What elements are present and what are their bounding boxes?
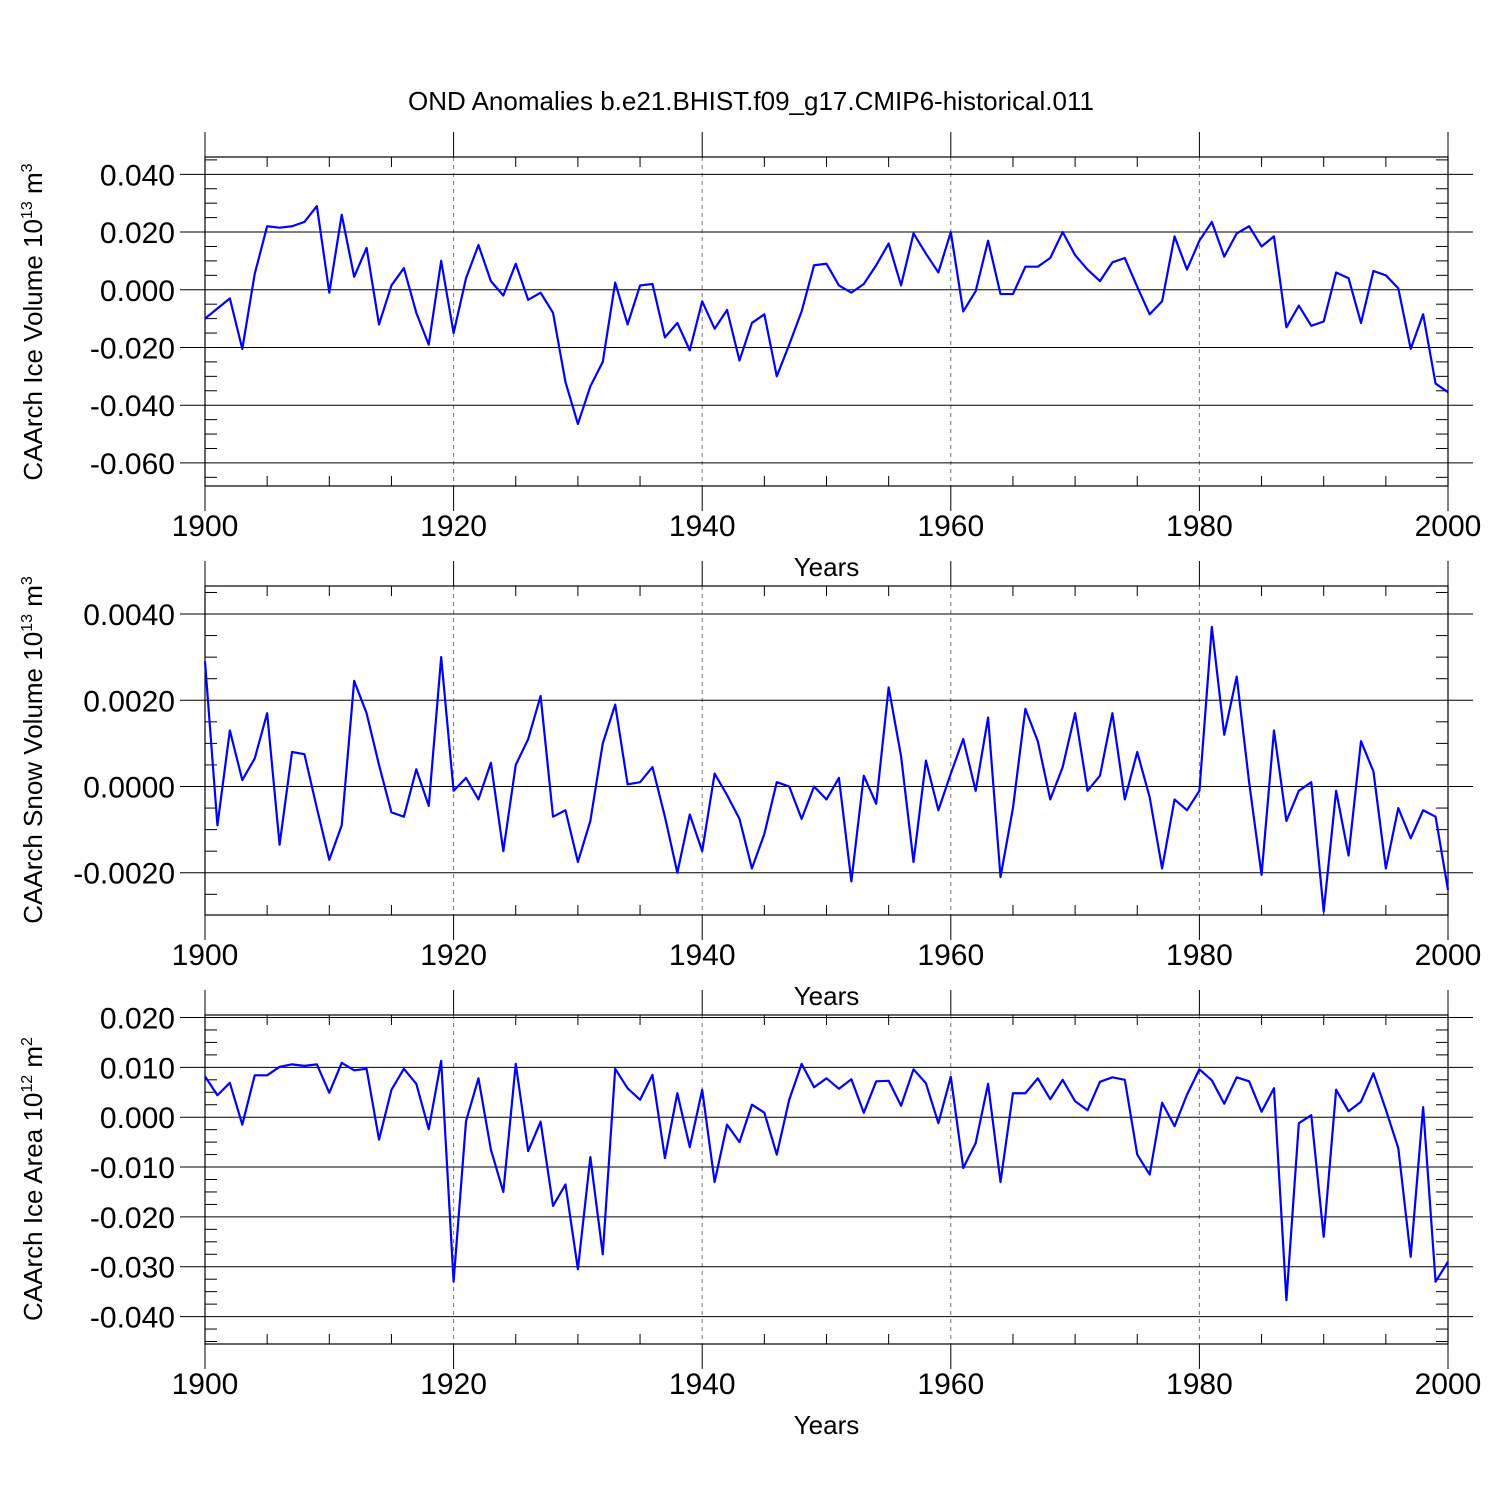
x-axis-label: Years (794, 1410, 860, 1440)
x-tick-label: 1940 (669, 1368, 736, 1401)
chart-title: OND Anomalies b.e21.BHIST.f09_g17.CMIP6-… (408, 86, 1094, 116)
y-tick-label: 0.010 (100, 1052, 175, 1085)
y-tick-label: 0.000 (100, 275, 175, 308)
y-tick-label: 0.020 (100, 1002, 175, 1035)
y-tick-label: -0.030 (90, 1252, 175, 1285)
x-tick-label: 1900 (172, 1368, 239, 1401)
chart-panel-3: 0.020 0.010 0.000 -0.010 -0.020 -0.030 -0.040 1… (18, 990, 1481, 1440)
y-tick-label: 0.040 (100, 159, 175, 192)
chart-panel-2: 0.0040 0.0020 0.0000 -0.0020 1900 1920 1940 196… (18, 561, 1481, 1011)
chart-panel-1: 0.040 0.020 0.000 -0.020 -0.040 -0.060 1900 192… (18, 132, 1481, 582)
x-tick-label: 1920 (420, 1368, 487, 1401)
x-tick-label: 1900 (172, 939, 239, 972)
y-axis-label: CAArch Snow Volume 1013 m3 (18, 576, 48, 924)
data-series-line (204, 204, 1449, 426)
x-tick-label: 2000 (1415, 1368, 1482, 1401)
data-series-line (203, 625, 1450, 913)
y-tick-label: -0.020 (90, 332, 175, 365)
y-tick-label: 0.020 (100, 217, 175, 250)
data-series-line (204, 1059, 1449, 1302)
x-tick-label: 1940 (669, 510, 736, 543)
x-tick-label: 1980 (1166, 510, 1233, 543)
x-tick-label: 2000 (1415, 939, 1482, 972)
y-tick-label: -0.0020 (73, 858, 175, 891)
x-tick-label: 1980 (1166, 1368, 1233, 1401)
x-tick-label: 1960 (917, 510, 984, 543)
x-tick-label: 1980 (1166, 939, 1233, 972)
plot-frame (204, 1014, 1449, 1345)
x-tick-label: 1940 (669, 939, 736, 972)
x-tick-label: 2000 (1415, 510, 1482, 543)
x-axis-label: Years (794, 981, 860, 1011)
y-tick-label: 0.0000 (83, 772, 175, 805)
x-tick-label: 1920 (420, 939, 487, 972)
y-tick-label: -0.040 (90, 1302, 175, 1335)
x-tick-label: 1960 (917, 939, 984, 972)
plot-frame (204, 156, 1449, 487)
y-tick-label: 0.0040 (83, 599, 175, 632)
y-tick-label: 0.0020 (83, 685, 175, 718)
x-tick-label: 1900 (172, 510, 239, 543)
y-tick-label: -0.040 (90, 390, 175, 423)
y-tick-label: -0.020 (90, 1202, 175, 1235)
x-tick-label: 1960 (917, 1368, 984, 1401)
y-axis-label: CAArch Ice Area 1012 m2 (18, 1037, 48, 1321)
plot-frame (204, 585, 1449, 916)
x-tick-label: 1920 (420, 510, 487, 543)
y-tick-label: -0.010 (90, 1152, 175, 1185)
x-axis-label: Years (794, 552, 860, 582)
y-tick-label: -0.060 (90, 448, 175, 481)
y-tick-label: 0.000 (100, 1102, 175, 1135)
y-axis-label: CAArch Ice Volume 1013 m3 (18, 163, 48, 480)
